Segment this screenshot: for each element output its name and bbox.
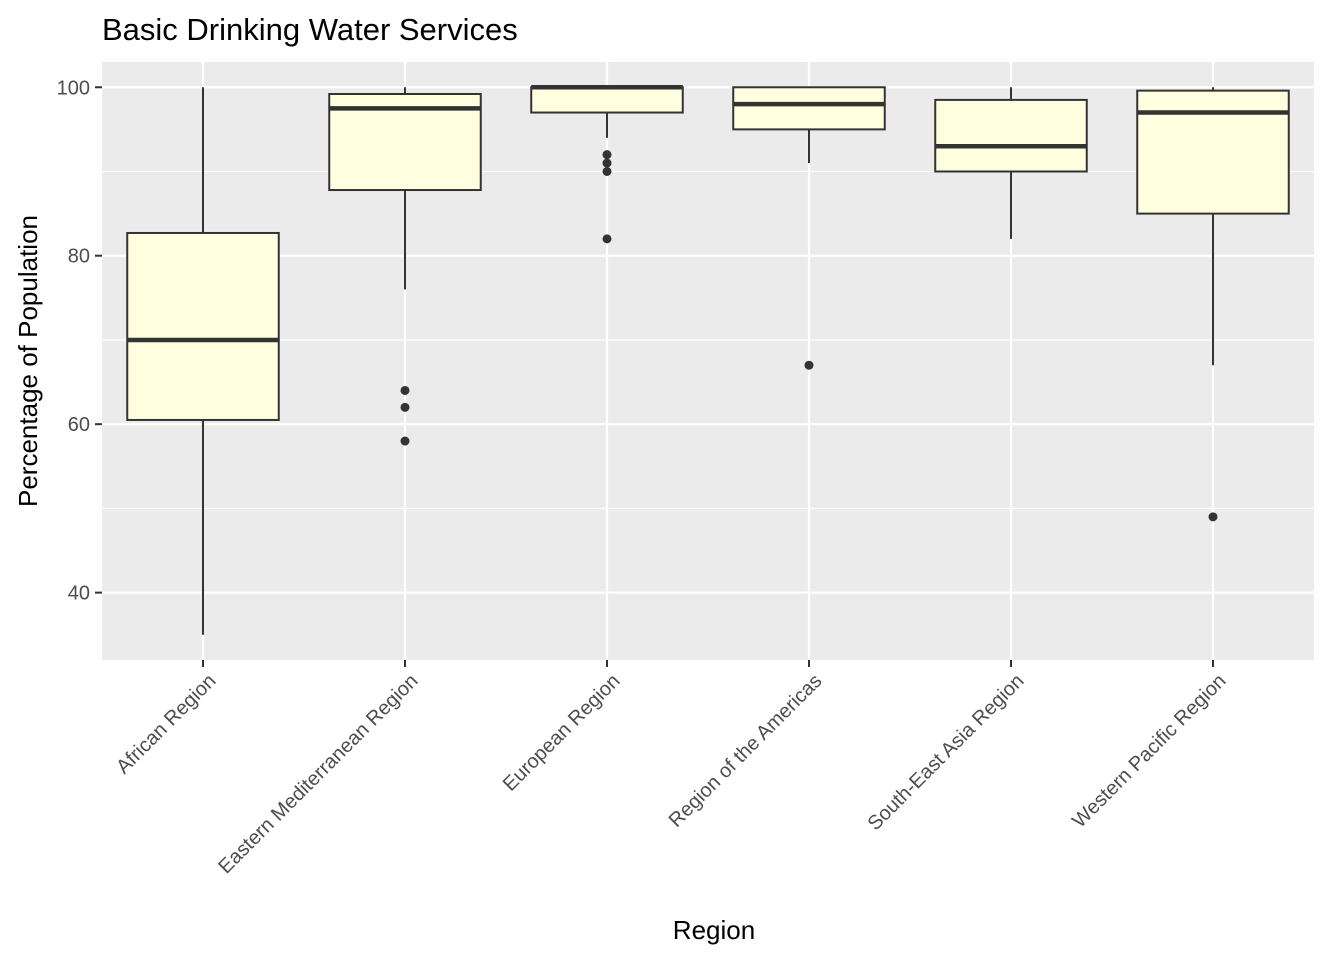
outlier-point — [400, 436, 410, 446]
outlier-point — [1208, 512, 1218, 522]
outlier-point — [400, 385, 410, 395]
outlier-point — [400, 402, 410, 412]
x-tick-label: Western Pacific Region — [1068, 670, 1230, 832]
box-group — [1136, 87, 1290, 522]
box-iqr — [126, 231, 280, 421]
box-iqr — [732, 86, 886, 131]
x-tick-label: Region of the Americas — [665, 670, 827, 832]
outlier-point — [602, 150, 612, 160]
box-group — [328, 87, 482, 446]
x-tick-label: European Region — [499, 670, 625, 796]
outlier-point — [602, 166, 612, 176]
outlier-point — [804, 360, 814, 370]
box-iqr — [530, 86, 684, 114]
x-tick-label: Eastern Mediterranean Region — [214, 670, 422, 878]
plot-panel — [102, 62, 1314, 660]
y-tick-label: 80 — [68, 246, 90, 268]
box-group — [732, 86, 886, 370]
y-tick-label: 40 — [68, 583, 90, 605]
y-axis-title: Percentage of Population — [13, 215, 43, 507]
x-axis-title: Region — [673, 915, 755, 945]
box-iqr — [1136, 89, 1290, 215]
box-group — [126, 87, 280, 635]
y-tick-label: 100 — [57, 77, 90, 99]
y-tick-label: 60 — [68, 414, 90, 436]
boxes-layer — [126, 85, 1290, 635]
box-iqr — [934, 98, 1088, 173]
x-tick-label: South-East Asia Region — [864, 670, 1029, 835]
box-group — [530, 85, 684, 244]
chart-title: Basic Drinking Water Services — [102, 12, 518, 47]
x-tick-label: African Region — [112, 670, 220, 778]
box-group — [934, 87, 1088, 239]
outlier-point — [602, 158, 612, 168]
outlier-point — [602, 234, 612, 244]
y-axis: 40 60 80 100 — [57, 77, 102, 605]
